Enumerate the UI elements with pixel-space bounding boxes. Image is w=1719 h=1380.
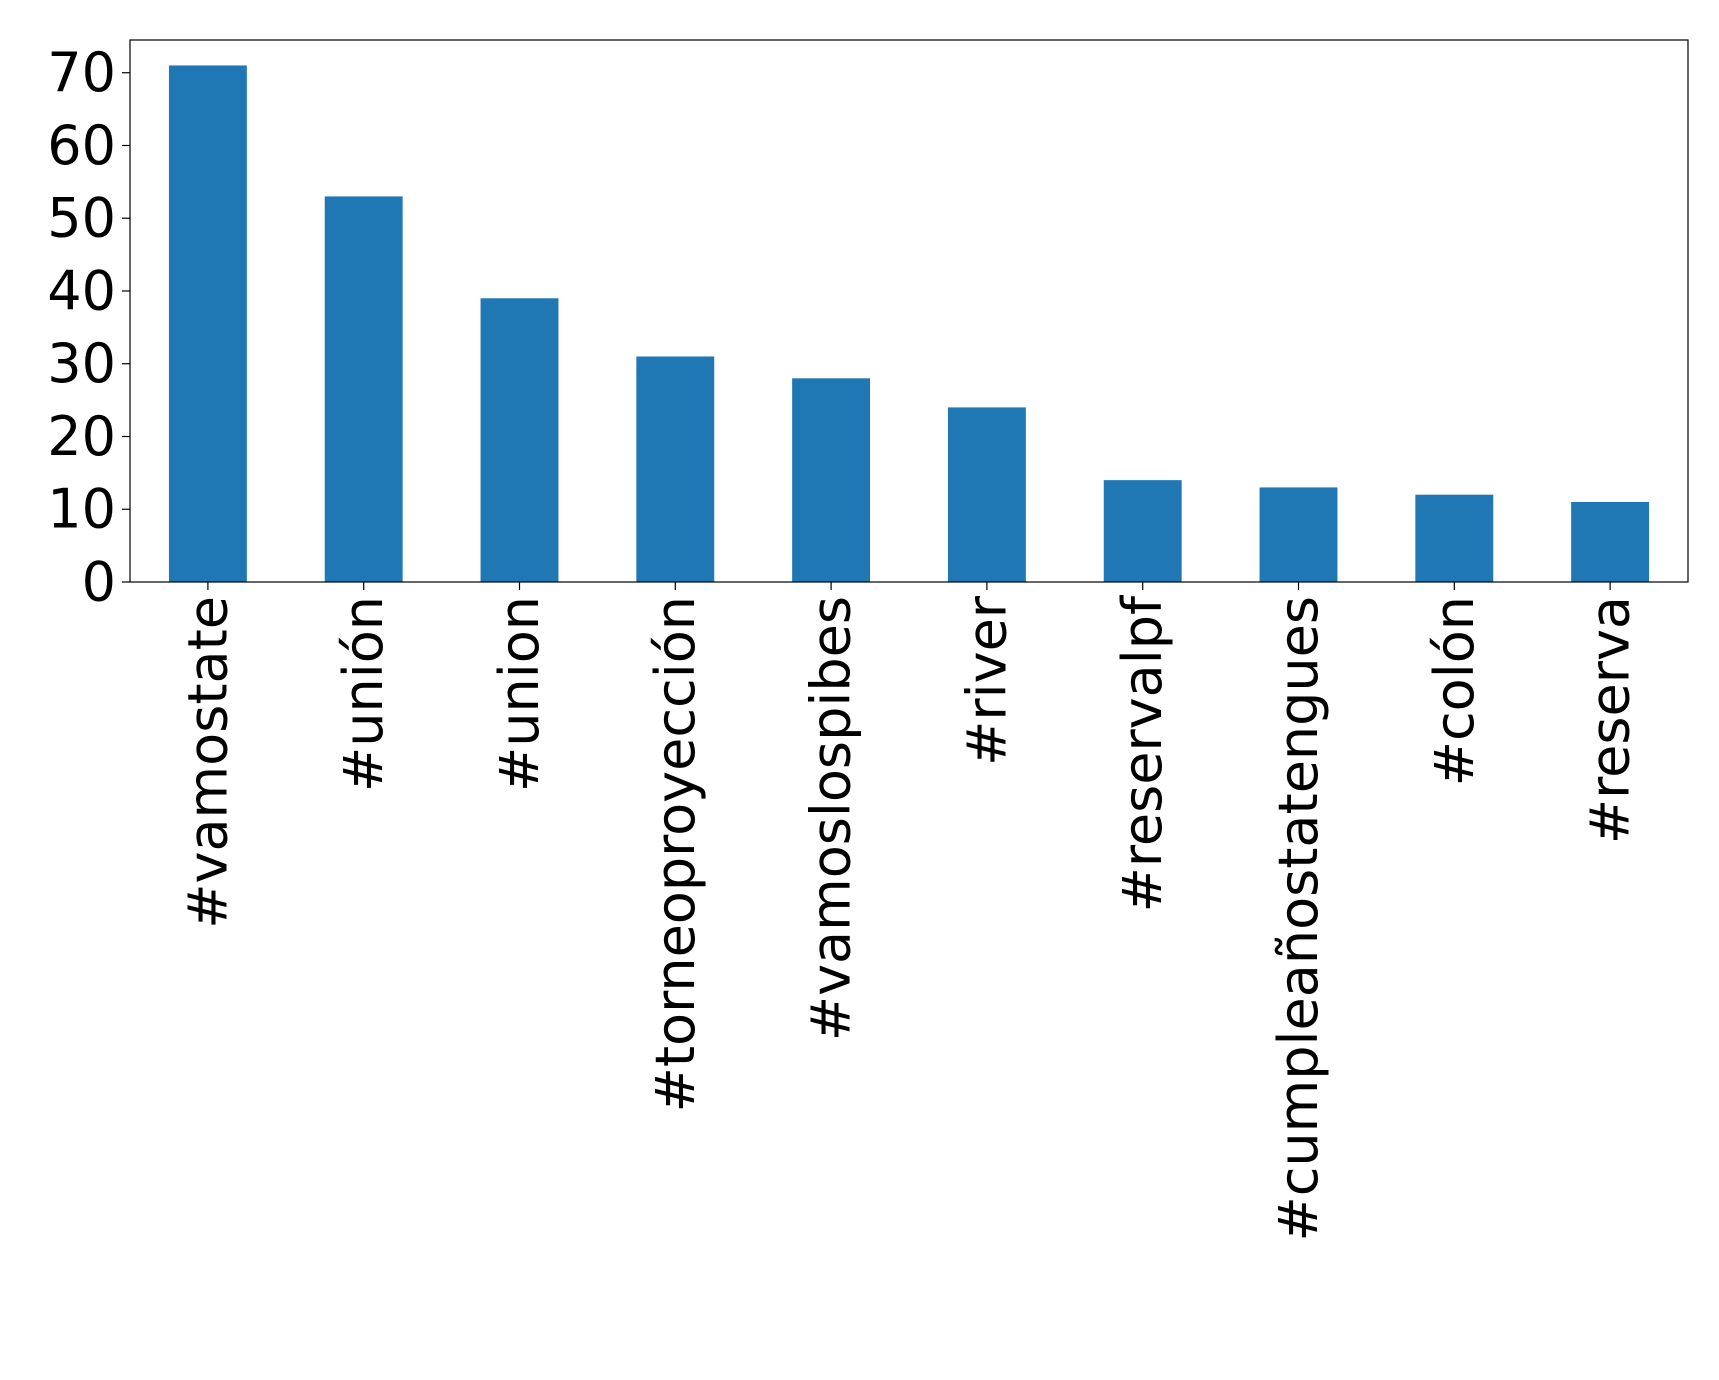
y-tick-label: 10	[47, 478, 116, 541]
x-tick-label: #unión	[332, 596, 395, 792]
bar-1	[324, 196, 403, 582]
x-tick-label: #union	[488, 596, 551, 792]
y-tick-label: 50	[47, 187, 116, 250]
bar-8	[1415, 494, 1494, 582]
x-tick-label: #cumpleañostatengues	[1267, 596, 1330, 1242]
bars-group	[168, 65, 1650, 583]
bar-3	[636, 356, 715, 582]
bar-9	[1571, 501, 1650, 582]
y-tick-label: 20	[47, 405, 116, 468]
y-axis: 0 10 20 30 40 50 60 70	[47, 41, 130, 614]
y-tick-label: 0	[82, 551, 116, 614]
bar-2	[480, 298, 559, 582]
bar-0	[168, 65, 247, 583]
y-tick-label: 60	[47, 114, 116, 177]
x-axis: #vamostate #unión #union #torneoproyección #…	[176, 582, 1642, 1242]
y-tick-label: 70	[47, 41, 116, 104]
x-tick-label: #vamostate	[176, 596, 239, 929]
x-tick-label: #reserva	[1579, 596, 1642, 844]
bar-6	[1103, 480, 1182, 582]
x-tick-label: #river	[955, 595, 1018, 766]
plot-frame	[129, 39, 1689, 583]
bar-5	[947, 407, 1026, 582]
bar-4	[792, 378, 871, 582]
x-tick-label: #vamoslospibes	[800, 596, 863, 1041]
x-tick-label: #torneoproyección	[644, 596, 707, 1112]
y-tick-label: 30	[47, 332, 116, 395]
x-tick-label: #reservalpf	[1111, 594, 1174, 912]
bar-7	[1259, 487, 1338, 582]
y-tick-label: 40	[47, 259, 116, 322]
x-tick-label: #colón	[1423, 596, 1486, 786]
